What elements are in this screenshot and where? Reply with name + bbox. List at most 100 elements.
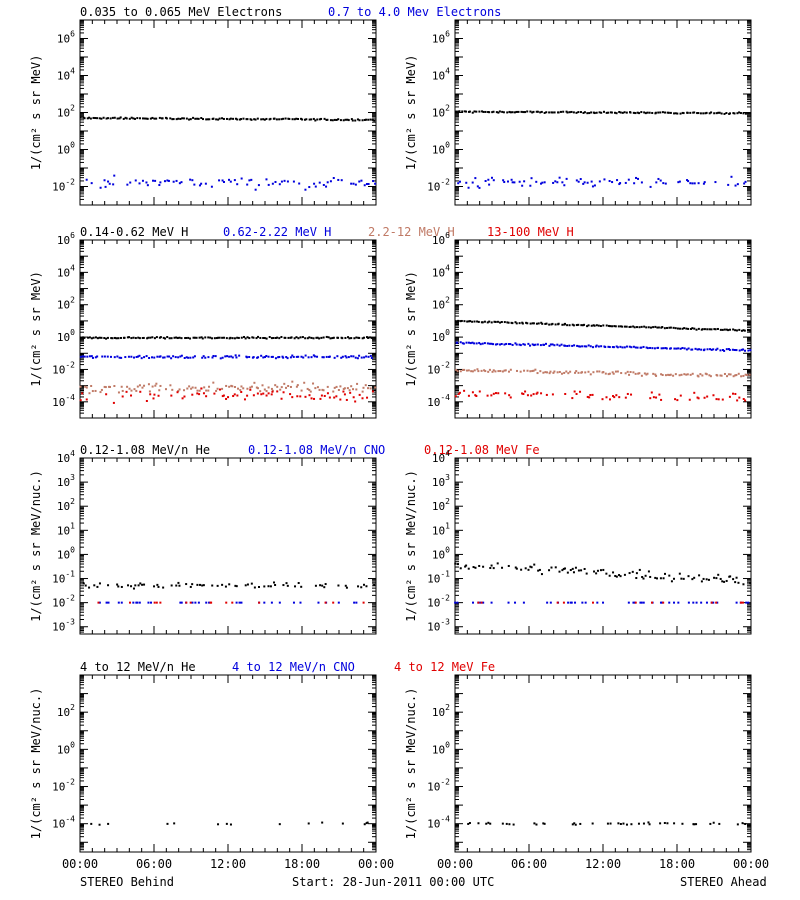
data-point xyxy=(246,583,249,586)
data-point xyxy=(713,576,716,579)
data-point xyxy=(162,356,165,359)
data-point xyxy=(196,392,199,395)
data-point xyxy=(461,342,464,345)
data-point xyxy=(454,562,457,565)
data-point xyxy=(612,346,615,349)
data-point xyxy=(673,601,676,604)
data-point xyxy=(680,373,683,376)
data-point xyxy=(531,343,534,346)
data-point xyxy=(117,585,120,588)
data-point xyxy=(149,336,152,339)
data-point xyxy=(193,355,196,358)
data-point xyxy=(535,110,538,113)
data-point xyxy=(252,394,255,397)
data-point xyxy=(312,117,315,120)
data-point xyxy=(228,385,231,388)
data-point xyxy=(695,823,698,826)
data-point xyxy=(177,581,180,584)
data-point xyxy=(276,336,279,339)
data-point xyxy=(473,342,476,345)
data-point xyxy=(587,344,590,347)
data-point xyxy=(628,572,631,575)
data-point xyxy=(454,395,457,398)
data-point xyxy=(363,356,366,359)
data-point xyxy=(741,601,744,604)
data-point xyxy=(608,398,611,401)
data-point xyxy=(155,117,158,120)
data-point xyxy=(346,387,349,390)
data-point xyxy=(588,396,591,399)
data-point xyxy=(478,390,481,393)
data-point xyxy=(649,346,652,349)
data-point xyxy=(335,118,338,121)
data-point xyxy=(522,393,525,396)
data-point xyxy=(537,569,540,572)
data-point xyxy=(709,375,712,378)
data-point xyxy=(361,390,364,393)
data-point xyxy=(347,356,350,359)
data-point xyxy=(503,181,506,184)
data-point xyxy=(652,326,655,329)
data-point xyxy=(511,181,514,184)
data-point xyxy=(569,370,572,373)
data-point xyxy=(99,391,102,394)
data-point xyxy=(304,188,307,191)
data-point xyxy=(215,389,218,392)
data-point xyxy=(742,329,745,332)
data-point xyxy=(551,393,554,396)
data-point xyxy=(624,396,627,399)
data-point xyxy=(529,110,532,113)
data-point xyxy=(218,388,221,391)
data-point xyxy=(536,343,539,346)
y-axis-label: 1/(cm² s sr MeV/nuc.) xyxy=(29,470,43,622)
data-point xyxy=(597,345,600,348)
data-point xyxy=(703,348,706,351)
y-tick-label: 106 xyxy=(432,231,450,247)
data-point xyxy=(742,397,745,400)
data-point xyxy=(715,398,718,401)
data-point xyxy=(550,111,553,114)
data-point xyxy=(366,396,369,399)
data-point xyxy=(222,117,225,120)
data-point xyxy=(297,582,300,585)
data-point xyxy=(308,388,311,391)
data-point xyxy=(374,336,377,339)
data-point xyxy=(171,118,174,121)
data-point xyxy=(310,356,313,359)
data-point xyxy=(472,601,475,604)
data-point xyxy=(175,584,178,587)
data-point xyxy=(519,370,522,373)
data-point xyxy=(635,176,638,179)
data-point xyxy=(630,393,633,396)
data-point xyxy=(275,118,278,121)
data-point xyxy=(623,573,626,576)
data-point xyxy=(685,327,688,330)
data-point xyxy=(712,601,715,604)
data-point xyxy=(356,357,359,360)
data-point xyxy=(455,110,458,113)
data-point xyxy=(616,370,619,373)
data-point xyxy=(672,374,675,377)
data-point xyxy=(543,343,546,346)
data-point xyxy=(558,370,561,373)
y-tick-label: 104 xyxy=(57,263,75,279)
series-title: 4 to 12 MeV/n CNO xyxy=(232,660,355,674)
data-point xyxy=(672,577,675,580)
data-point xyxy=(726,375,729,378)
data-point xyxy=(348,389,351,392)
data-point xyxy=(734,329,737,332)
data-point xyxy=(619,345,622,348)
data-point xyxy=(293,118,296,121)
data-point xyxy=(621,325,624,328)
data-point xyxy=(335,385,338,388)
series-title: 4 to 12 MeV Fe xyxy=(394,660,495,674)
data-point xyxy=(132,117,135,120)
data-point xyxy=(557,111,560,114)
data-point xyxy=(651,111,654,114)
data-point xyxy=(189,337,192,340)
data-point xyxy=(619,182,622,185)
data-point xyxy=(145,355,148,358)
data-point xyxy=(115,337,118,340)
footer-left-label: STEREO Behind xyxy=(80,875,174,889)
data-point xyxy=(204,182,207,185)
